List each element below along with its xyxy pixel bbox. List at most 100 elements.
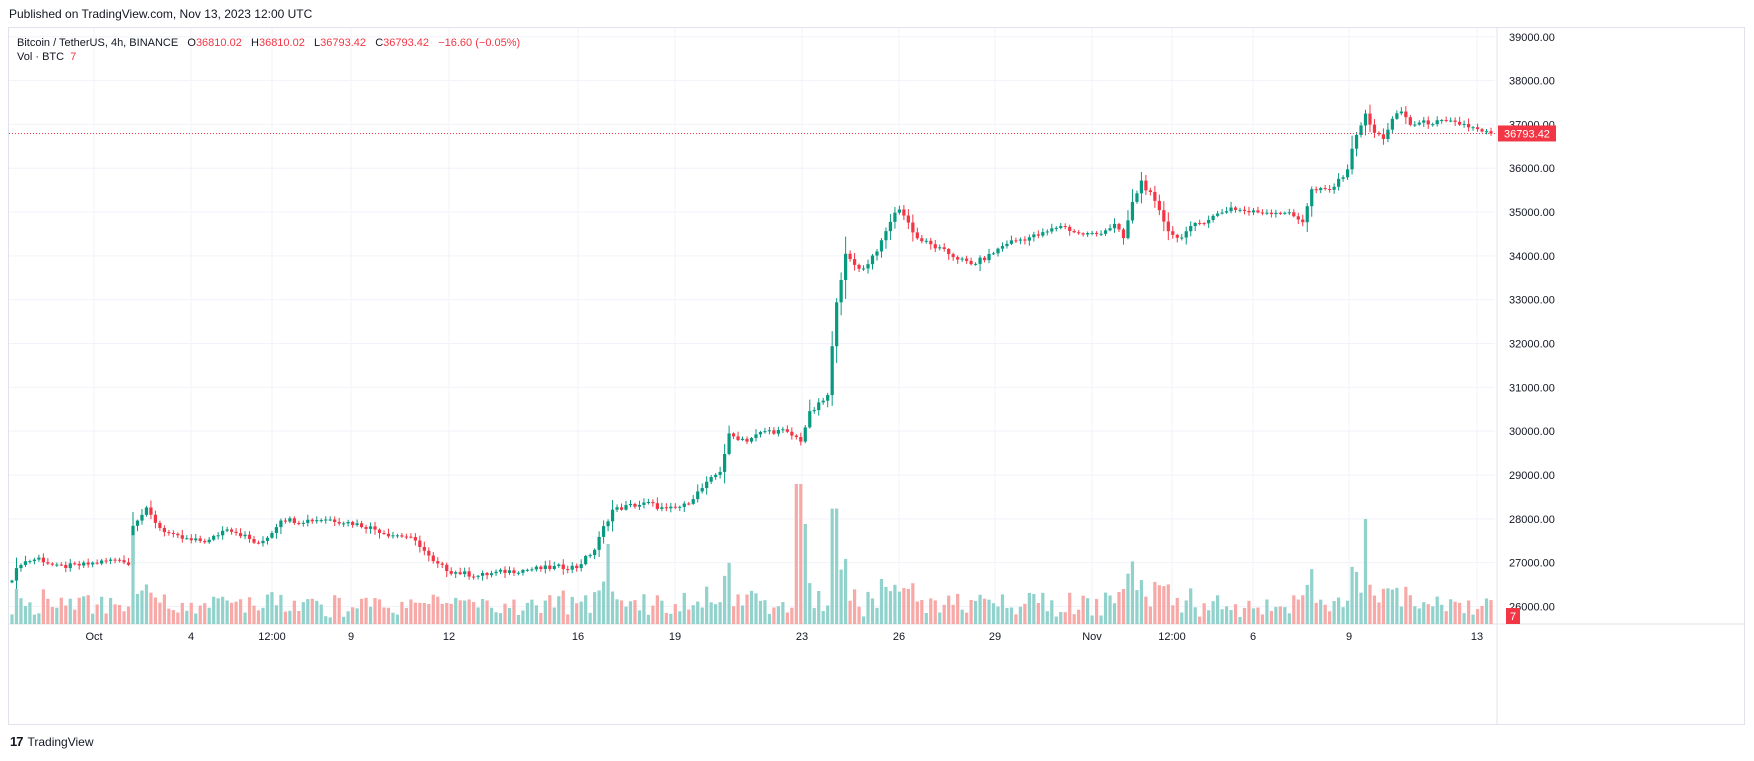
volume-bar [180,602,184,624]
volume-bar [288,610,292,624]
legend-low-label: L [314,37,321,49]
footer-brand: TradingView [27,734,94,749]
candle-body [1112,223,1117,229]
legend-close: 36793.42 [383,37,430,49]
candle-body [382,533,386,535]
candle-body [1480,129,1484,132]
candle-body [902,209,906,216]
volume-bar [1260,614,1265,624]
volume-bar [386,607,391,624]
volume-bar [1072,614,1076,624]
volume-bar [637,610,642,624]
y-tick-label: 36000.00 [1509,163,1555,175]
candle-body [749,437,754,442]
candle-body [826,395,830,401]
volume-bar [212,596,216,624]
candle-body [700,488,704,492]
volume-bar [261,607,265,624]
volume-bar [1157,585,1161,624]
candle-body [1027,237,1031,241]
volume-bar [10,614,14,624]
volume-bar [1000,594,1005,624]
volume-bar [530,599,534,624]
volume-bar [82,596,86,624]
volume-bar [534,605,538,624]
volume-bar [221,596,225,624]
volume-bar [969,599,973,624]
volume-bar [1305,584,1309,624]
x-tick-label: Nov [1082,631,1102,643]
candle-body [1372,124,1377,133]
volume-bar [1032,593,1036,624]
candle-body [108,559,113,561]
candle-body [1054,227,1058,229]
candle-body [601,526,606,537]
volume-bar [207,607,211,624]
candle-body [1296,216,1300,220]
candle-body [1251,210,1256,213]
candle-body [1395,113,1399,119]
candle-body [1417,122,1421,125]
candle-body [1103,230,1108,234]
volume-bar [310,598,314,624]
volume-bar [1144,596,1148,624]
candle-body [1426,120,1430,125]
candle-body [1014,240,1018,242]
volume-bar [619,600,624,624]
candle-body [185,538,189,540]
candle-body [28,561,32,563]
volume-bar [171,610,175,624]
volume-bar [1368,584,1372,624]
volume-bar [355,608,359,624]
volume-bar [225,600,229,624]
candle-body [1166,221,1170,232]
candle-body [543,565,547,570]
candle-body [279,520,283,528]
candle-body [1301,219,1305,223]
candle-body [642,502,646,505]
volume-bar [915,601,919,624]
candle-body [10,580,14,583]
candle-body [588,555,592,557]
volume-bar [758,600,763,624]
volume-bar [705,586,709,624]
candle-body [373,526,377,530]
volume-bar [422,603,426,624]
candle-body [256,542,261,544]
candle-body [821,400,825,403]
x-tick-label: 12 [443,631,455,643]
candle-body [835,302,839,347]
candle-body [593,549,597,556]
volume-bar [1422,602,1426,624]
volume-bar [781,602,785,624]
volume-bar [1175,597,1179,624]
volume-bar [359,598,364,624]
volume-bar [749,590,754,624]
candle-body [1094,232,1099,235]
candle-body [1153,191,1157,201]
volume-badge [1506,608,1520,624]
candle-body [1310,189,1314,207]
candle-body [1081,233,1085,235]
chart-frame[interactable] [8,27,1745,725]
volume-bar [1005,607,1009,624]
footer[interactable]: 17 TradingView [10,734,94,749]
candle-body [328,519,332,521]
candle-body [283,520,288,522]
candle-body [95,562,99,564]
candle-body [839,279,843,303]
volume-bar [1171,605,1175,624]
candle-body [956,257,960,260]
candle-body [100,560,104,564]
volume-bar [1018,606,1023,624]
candle-body [391,535,395,537]
candle-body [225,529,229,531]
volume-bar [1233,604,1238,624]
volume-bar [857,606,861,624]
candle-body [359,523,364,528]
volume-bar [888,591,893,624]
candle-body [678,506,682,508]
candle-body [1229,207,1233,212]
volume-bar [37,613,41,624]
